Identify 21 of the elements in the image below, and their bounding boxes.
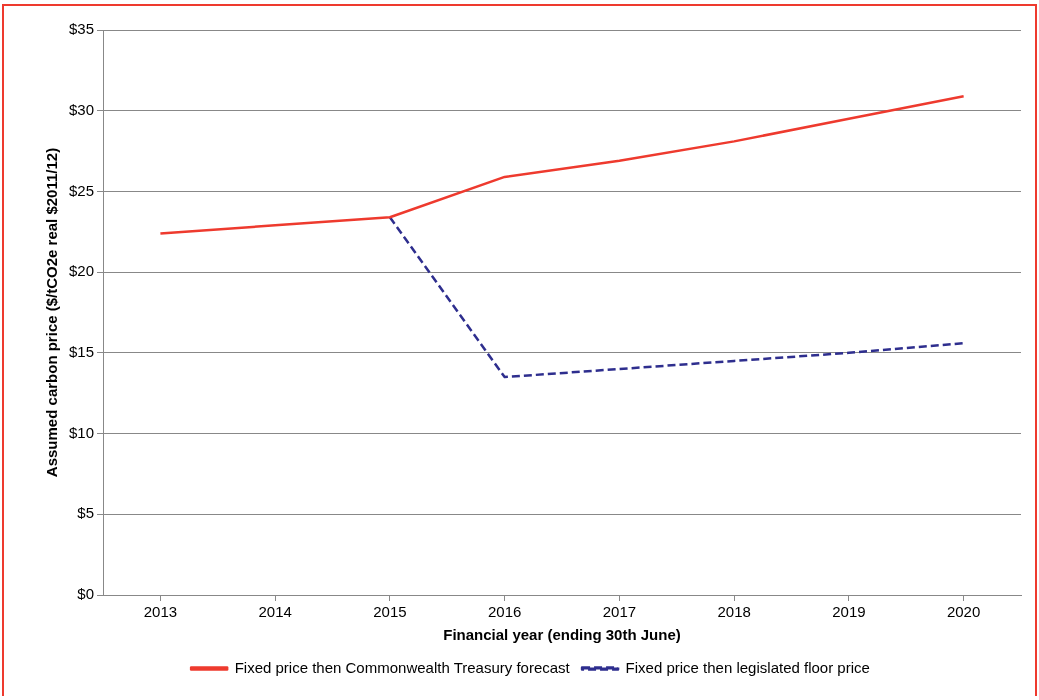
- y-tick-label: $35: [69, 20, 95, 38]
- line-series: [388, 216, 965, 379]
- y-axis-title: Assumed carbon price ($/tCO2e real $2011/12): [43, 147, 61, 478]
- y-tick-label: $10: [69, 423, 95, 441]
- x-axis-title: Financial year (ending 30th June): [443, 626, 681, 644]
- legend-label: Fixed price then legislated floor price: [625, 658, 870, 676]
- y-tick-label: $15: [69, 343, 95, 360]
- x-tick-label: 2020: [946, 603, 981, 621]
- x-tick-label: 2017: [602, 603, 637, 621]
- x-tick-label: 2019: [832, 603, 866, 621]
- y-tick-label: $25: [69, 181, 95, 199]
- x-tick-label: 2018: [717, 603, 751, 621]
- x-tick-label: 2015: [373, 603, 407, 621]
- y-tick-label: $30: [69, 100, 95, 118]
- x-tick-label: 2014: [258, 603, 292, 621]
- x-tick-label: 2013: [143, 603, 178, 621]
- y-tick-label: $5: [77, 504, 95, 522]
- x-tick-label: 2016: [487, 603, 522, 621]
- y-tick-label: $20: [69, 262, 95, 280]
- y-tick-label: $0: [77, 585, 95, 603]
- legend-label: Fixed price then Commonwealth Treasury forecast: [234, 658, 571, 676]
